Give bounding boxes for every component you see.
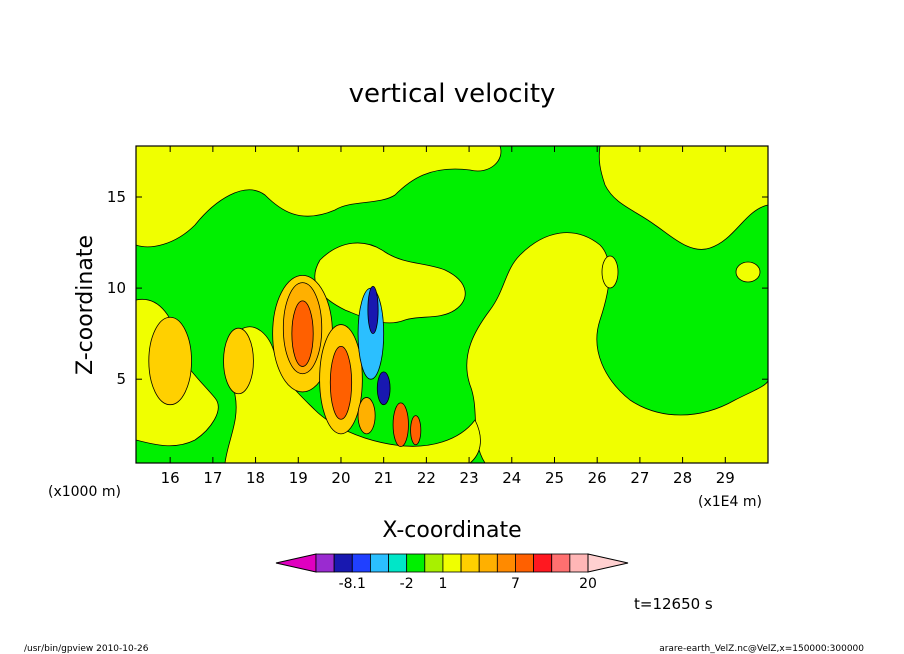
colorbar-tick-label: 7 bbox=[511, 576, 520, 592]
region-dark-orange-4 bbox=[291, 300, 314, 367]
x-tick-label: 28 bbox=[673, 469, 692, 487]
x-tick-label: 22 bbox=[417, 469, 436, 487]
y-tick-label: 15 bbox=[107, 188, 126, 206]
colorbar-bin bbox=[369, 553, 389, 573]
region-blue-10 bbox=[376, 371, 391, 406]
velocity-regions bbox=[148, 274, 422, 448]
x-tick-label: 24 bbox=[502, 469, 521, 487]
yellow-small-right bbox=[735, 261, 761, 283]
x-tick-label: 18 bbox=[246, 469, 265, 487]
y-tick-label: 10 bbox=[107, 279, 126, 297]
colorbar-bin bbox=[515, 553, 535, 573]
colorbar-bin bbox=[569, 553, 589, 573]
colorbar-tick-label: 20 bbox=[579, 576, 597, 592]
region-yellow-1 bbox=[223, 327, 254, 395]
colorbar-bin bbox=[351, 553, 371, 573]
colorbar-bin bbox=[442, 553, 462, 573]
time-label: t=12650 s bbox=[634, 595, 713, 613]
plot-frame bbox=[135, 145, 769, 464]
colorbar-bin bbox=[496, 553, 516, 573]
footer-right: arare-earth_VelZ.nc@VelZ,x=150000:300000 bbox=[659, 644, 864, 654]
region-yellow-0 bbox=[148, 316, 192, 406]
colorbar-bin bbox=[424, 553, 444, 573]
colorbar-max-arrow bbox=[587, 553, 629, 573]
colorbar-bin bbox=[388, 553, 408, 573]
colorbar-bin bbox=[551, 553, 571, 573]
region-dark-orange-11 bbox=[392, 402, 409, 448]
yellow-small-right-2 bbox=[601, 255, 619, 289]
x-tick-label: 29 bbox=[716, 469, 735, 487]
region-orange-9 bbox=[357, 397, 376, 435]
x-tick-label: 23 bbox=[460, 469, 479, 487]
x-axis-ticks: 16 17 18 19 20 21 22 23 24 25 26 27 28 29 bbox=[161, 146, 735, 487]
x-unit-right: (x1E4 m) bbox=[698, 494, 762, 510]
yellow-top-right bbox=[598, 146, 768, 250]
y-axis-ticks: 5 10 15 bbox=[107, 188, 768, 388]
field-yellow-regions bbox=[136, 146, 768, 463]
yellow-top-left bbox=[136, 146, 502, 248]
y-axis-label: Z-coordinate bbox=[73, 235, 98, 375]
footer-left: /usr/bin/gpview 2010-10-26 bbox=[24, 644, 149, 654]
x-tick-label: 26 bbox=[588, 469, 607, 487]
x-axis-label: X-coordinate bbox=[382, 518, 521, 543]
yellow-mid-upper bbox=[314, 242, 466, 324]
region-dark-orange-6 bbox=[329, 346, 353, 420]
colorbar-tick-label: -8.1 bbox=[339, 576, 366, 592]
colorbar-tick-label: -2 bbox=[400, 576, 414, 592]
y-tick-label: 5 bbox=[116, 370, 126, 388]
x-tick-label: 21 bbox=[374, 469, 393, 487]
chart-title: vertical velocity bbox=[349, 79, 556, 109]
x-tick-label: 17 bbox=[203, 469, 222, 487]
x-unit-left: (x1000 m) bbox=[48, 484, 121, 500]
x-tick-label: 27 bbox=[630, 469, 649, 487]
x-tick-label: 20 bbox=[331, 469, 350, 487]
x-tick-label: 16 bbox=[161, 469, 180, 487]
region-blue-8 bbox=[367, 285, 379, 335]
colorbar-bin bbox=[406, 553, 426, 573]
colorbar-bin bbox=[478, 553, 498, 573]
colorbar-tick-label: 1 bbox=[438, 576, 447, 592]
colorbar-min-arrow bbox=[275, 553, 317, 573]
x-tick-label: 19 bbox=[289, 469, 308, 487]
colorbar-labels: -8.1 -2 1 7 20 bbox=[339, 576, 597, 592]
colorbar-bin bbox=[533, 553, 553, 573]
colorbar-bin bbox=[315, 553, 335, 573]
colorbar-bin bbox=[460, 553, 480, 573]
colorbar-bin bbox=[333, 553, 353, 573]
x-tick-label: 25 bbox=[545, 469, 564, 487]
region-dark-orange-12 bbox=[410, 415, 422, 446]
colorbar bbox=[275, 553, 629, 573]
